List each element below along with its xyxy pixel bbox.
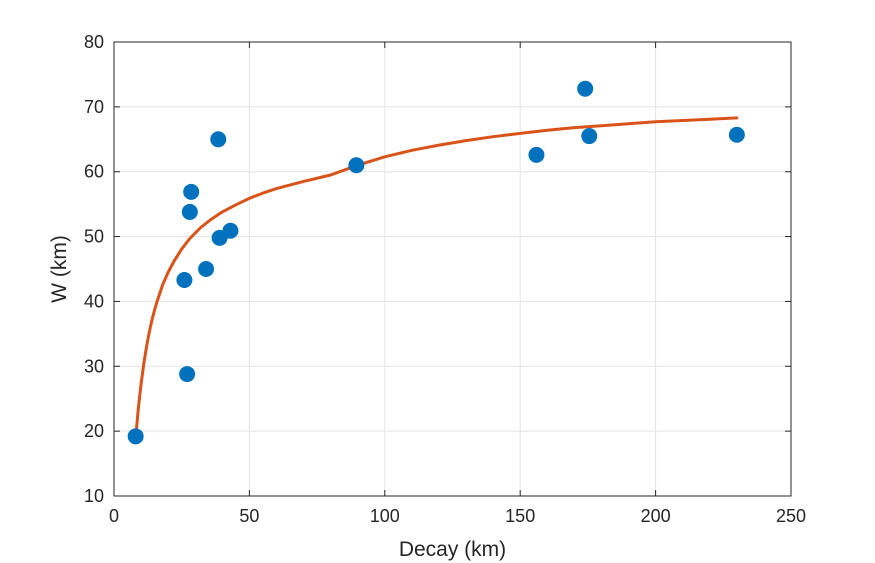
- data-point: [348, 157, 365, 174]
- grid-lines: [114, 42, 791, 496]
- fit-curve-line: [134, 116, 739, 440]
- x-tick-label: 100: [370, 506, 400, 526]
- x-tick-label: 250: [776, 506, 806, 526]
- y-tick-label: 10: [84, 486, 104, 506]
- data-point: [176, 272, 193, 289]
- y-tick-label: 50: [84, 227, 104, 247]
- data-point: [581, 128, 598, 145]
- data-point: [183, 183, 200, 200]
- y-axis-label: W (km): [48, 235, 71, 303]
- data-point: [528, 146, 545, 163]
- series-layer: [127, 80, 745, 445]
- y-tick-label: 60: [84, 162, 104, 182]
- x-axis-label: Decay (km): [399, 538, 506, 561]
- y-tick-label: 20: [84, 421, 104, 441]
- y-tick-label: 80: [84, 32, 104, 52]
- y-tick-label: 70: [84, 97, 104, 117]
- plot-frame: [113, 41, 792, 497]
- data-point: [127, 428, 144, 445]
- data-point: [728, 126, 745, 143]
- x-tick-label: 150: [505, 506, 535, 526]
- data-point: [179, 366, 196, 383]
- y-tick-label: 40: [84, 291, 104, 311]
- tick-labels: 0 50 100 150 200 250 10 20 30 40 50 60 70 80: [84, 32, 806, 526]
- data-point: [210, 131, 227, 148]
- plot-background: [114, 42, 791, 496]
- y-tick-label: 30: [84, 356, 104, 376]
- data-point: [222, 222, 239, 239]
- data-point: [181, 203, 198, 220]
- x-tick-label: 200: [641, 506, 671, 526]
- data-point: [577, 80, 594, 97]
- x-tick-label: 50: [239, 506, 259, 526]
- data-point: [198, 261, 215, 277]
- tick-marks: [113, 41, 792, 497]
- x-tick-label: 0: [109, 506, 119, 526]
